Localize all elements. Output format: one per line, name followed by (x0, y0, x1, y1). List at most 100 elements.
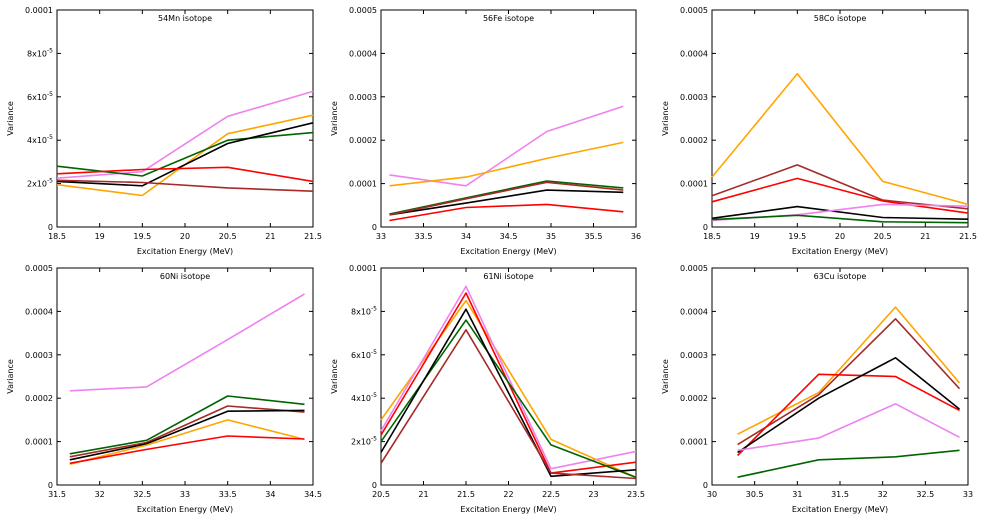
chart-panel-3: 18.5 19 19.5 20 20.5 21 21.5 0 0.0001 0.0002 0.000… (661, 6, 977, 256)
y-tick-label: 0.0005 (25, 264, 53, 273)
series-line-1 (69, 293, 305, 392)
x-axis-label: Excitation Energy (MeV) (460, 505, 556, 514)
series-line-4 (56, 122, 314, 187)
x-tick-label: 35 (546, 232, 556, 241)
series-line-2 (380, 285, 637, 470)
y-axis-label: Variance (661, 101, 670, 136)
plot-frame (711, 267, 969, 486)
y-axis-label: Variance (330, 359, 339, 394)
y-tick-label: 0.0002 (680, 394, 708, 403)
series-line-4 (389, 189, 624, 216)
series-line-4 (69, 409, 305, 461)
y-tick-label: 4x10-5 (351, 392, 377, 403)
x-tick-label: 20 (835, 232, 845, 241)
series-line-1 (56, 90, 314, 179)
series-line-6 (737, 449, 960, 478)
y-tick-label: 8x10-5 (27, 47, 53, 58)
x-tick-label: 21 (265, 232, 275, 241)
y-tick-label: 0.0003 (25, 351, 53, 360)
x-tick-label: 34.5 (304, 490, 322, 499)
x-tick-label: 33 (180, 490, 190, 499)
x-tick-label: 21.5 (304, 232, 322, 241)
x-tick-label: 18.5 (48, 232, 66, 241)
series-line-6 (711, 214, 969, 224)
x-tick-label: 21.5 (457, 490, 475, 499)
x-tick-label: 22 (503, 490, 513, 499)
series-line-6 (69, 435, 305, 465)
series-line-2 (69, 395, 305, 455)
x-tick-label: 34.5 (500, 232, 518, 241)
x-tick-label: 33.5 (219, 490, 237, 499)
x-tick-label: 18.5 (703, 232, 721, 241)
y-tick-label: 0.0001 (680, 180, 708, 189)
y-tick-label: 0.0005 (349, 6, 377, 15)
series-line-2 (711, 164, 969, 210)
x-tick-label: 20.5 (219, 232, 237, 241)
x-tick-label: 20.5 (372, 490, 390, 499)
y-tick-label: 2x10-5 (27, 178, 53, 189)
series-line-1 (380, 299, 637, 479)
plot-frame (56, 9, 314, 228)
x-axis-label: Excitation Energy (MeV) (137, 247, 233, 256)
x-tick-label: 31.5 (48, 490, 66, 499)
y-axis-label: Variance (6, 359, 15, 394)
x-tick-label: 33 (376, 232, 386, 241)
x-tick-label: 20 (180, 232, 190, 241)
series-line-6 (380, 328, 637, 480)
y-tick-label: 0.0004 (680, 307, 708, 316)
x-tick-label: 19.5 (788, 232, 806, 241)
chart-title: 58Co isotope (814, 14, 867, 23)
x-tick-label: 21 (418, 490, 428, 499)
x-tick-label: 21 (920, 232, 930, 241)
y-tick-label: 0.0003 (680, 93, 708, 102)
series-line-3 (737, 373, 960, 457)
series-line-6 (56, 179, 314, 192)
x-tick-label: 23 (588, 490, 598, 499)
y-axis-label: Variance (6, 101, 15, 136)
x-tick-label: 32.5 (916, 490, 934, 499)
y-tick-label: 8x10-5 (351, 305, 377, 316)
x-axis-label: Excitation Energy (MeV) (460, 247, 556, 256)
y-axis-label: Variance (661, 359, 670, 394)
series-line-1 (389, 105, 624, 187)
y-tick-label: 0.0003 (349, 93, 377, 102)
x-tick-label: 20.5 (874, 232, 892, 241)
x-tick-label: 32.5 (133, 490, 151, 499)
chart-title: 63Cu isotope (814, 272, 867, 281)
x-tick-label: 19 (750, 232, 760, 241)
x-axis-label: Excitation Energy (MeV) (792, 247, 888, 256)
y-tick-label: 0.0005 (680, 6, 708, 15)
x-tick-label: 32 (95, 490, 105, 499)
chart-panel-1: 18.5 19 19.5 20 20.5 21 21.5 0 2x10-5 4x10-5 6x10-… (6, 6, 322, 256)
y-tick-label: 0 (48, 481, 53, 490)
y-tick-label: 0.0001 (349, 264, 377, 273)
y-tick-label: 0 (703, 481, 708, 490)
y-tick-label: 0 (372, 481, 377, 490)
series-line-3 (69, 405, 305, 458)
y-tick-label: 0.0001 (25, 6, 53, 15)
series-line-5 (737, 402, 960, 452)
chart-title: 54Mn isotope (158, 14, 212, 23)
y-tick-label: 0.0001 (25, 438, 53, 447)
chart-panel-5: 20.5 21 21.5 22 22.5 23 23.5 0 2x10-5 4x10-5 6x10-… (330, 264, 645, 514)
series-line-5 (380, 308, 637, 478)
y-axis-label: Variance (330, 101, 339, 136)
x-tick-label: 31.5 (831, 490, 849, 499)
chart-panel-4: 31.5 32 32.5 33 33.5 34 34.5 0 0.0001 0.0002 0.000… (6, 264, 322, 514)
y-tick-label: 0.0001 (680, 438, 708, 447)
x-tick-label: 33 (963, 490, 973, 499)
y-tick-label: 6x10-5 (351, 349, 377, 360)
x-axis-label: Excitation Energy (MeV) (792, 505, 888, 514)
y-tick-label: 6x10-5 (27, 91, 53, 102)
series-line-5 (389, 181, 624, 216)
x-tick-label: 34 (461, 232, 471, 241)
series-line-3 (711, 177, 969, 214)
y-tick-label: 0.0004 (25, 307, 53, 316)
x-tick-label: 21.5 (959, 232, 977, 241)
series-line-1 (711, 73, 969, 206)
chart-title: 60Ni isotope (160, 272, 210, 281)
series-line-4 (711, 205, 969, 220)
y-tick-label: 0.0001 (349, 180, 377, 189)
x-tick-label: 36 (631, 232, 641, 241)
